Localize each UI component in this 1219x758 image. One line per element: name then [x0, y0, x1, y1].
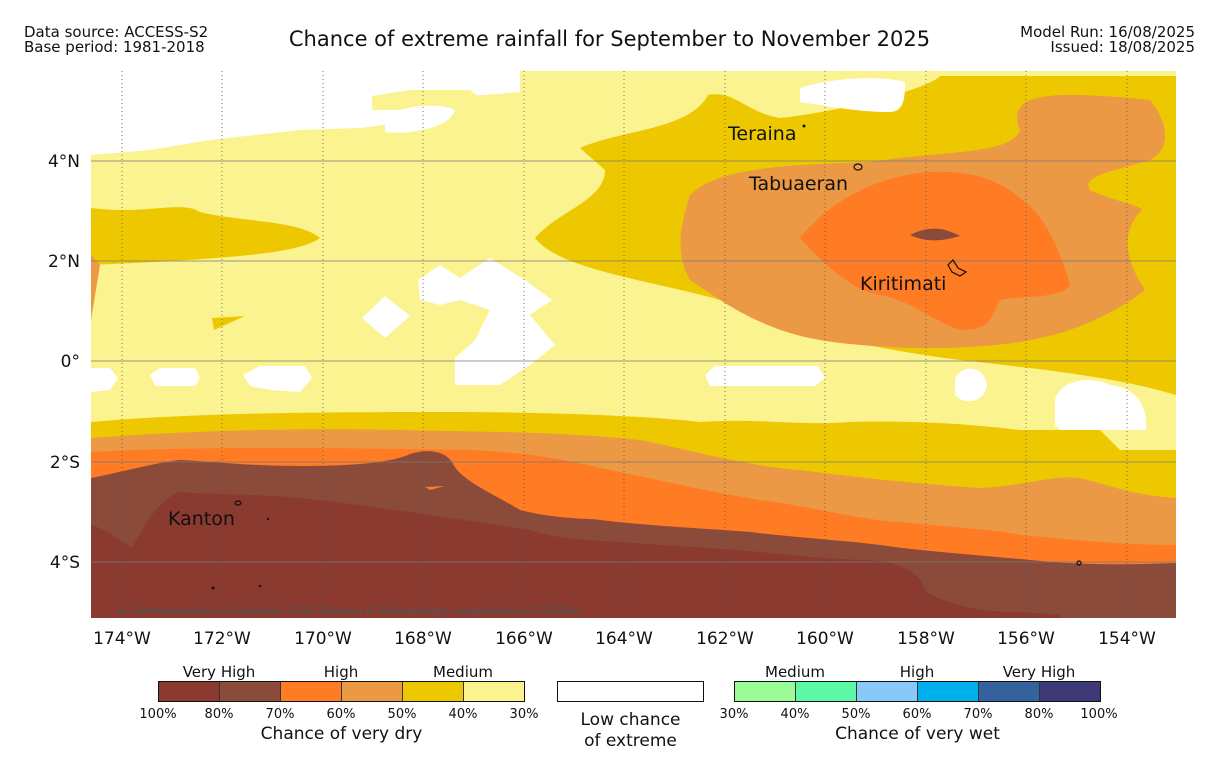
region-70-60-spot — [425, 486, 445, 490]
legend-dry-swatch — [464, 682, 524, 701]
legend-dry-caption: Chance of very dry — [260, 724, 423, 744]
copyright-text: © Commonwealth of Australia 2025, Bureau… — [117, 604, 580, 617]
region-40-30-south-edge — [1100, 430, 1176, 450]
lat-tick: 0° — [61, 352, 80, 372]
legend-dry-tick: 60% — [326, 707, 356, 722]
lat-tick: 4°S — [50, 553, 80, 573]
legend-dry-tick: 30% — [509, 707, 539, 722]
legend-dry-tick: 40% — [448, 707, 478, 722]
islet-marker-2 — [258, 584, 262, 588]
legend-wet-swatch — [918, 682, 979, 701]
legend-dry-tick: 80% — [204, 707, 234, 722]
lon-tick: 156°W — [997, 629, 1055, 649]
islet-marker-1 — [211, 586, 215, 590]
low-chance-patch-4 — [362, 296, 410, 338]
legend-dry-group-very-high: Very High — [182, 663, 256, 681]
legend-dry-swatch — [220, 682, 281, 701]
model-run-info: Model Run: 16/08/2025 Issued: 18/08/2025 — [1020, 25, 1195, 55]
kiritimati-outline — [947, 259, 968, 277]
lon-tick: 168°W — [394, 629, 452, 649]
legend-wet-group-very-high: Very High — [1002, 663, 1076, 681]
legend-low-swatch — [557, 681, 704, 702]
legend-low-caption-line1: Low chance — [580, 710, 681, 730]
model-run-text: Model Run: 16/08/2025 — [1020, 23, 1195, 41]
low-chance-patch-6 — [243, 366, 312, 392]
lon-tick: 166°W — [495, 629, 553, 649]
low-chance-patch-3 — [418, 258, 555, 385]
lon-tick: 160°W — [796, 629, 854, 649]
legend-wet-swatch — [1040, 682, 1100, 701]
legend-dry-swatch — [159, 682, 220, 701]
place-label-kanton: Kanton — [168, 508, 235, 530]
legend-dry-colorbar — [158, 681, 525, 702]
low-chance-patch-1 — [385, 105, 455, 133]
chart-title: Chance of extreme rainfall for September… — [288, 27, 931, 51]
region-60-50-edge — [91, 255, 100, 320]
island-outlines — [234, 163, 1082, 566]
legend-wet-tick: 70% — [963, 707, 993, 722]
legend-dry-tick: 100% — [139, 707, 177, 722]
lon-tick: 158°W — [897, 629, 955, 649]
place-label-kiritimati: Kiritimati — [860, 273, 946, 295]
low-gap — [372, 71, 580, 110]
teraina-marker — [802, 124, 806, 128]
legend-dry-group-medium: Medium — [433, 663, 493, 681]
region-100-80-south — [91, 492, 1060, 618]
kanton-outline — [234, 500, 242, 506]
islet-marker-3 — [266, 517, 270, 521]
low-chance-patch-7 — [91, 368, 118, 392]
low-chance-patch-5 — [150, 368, 200, 386]
legend-dry-group-high: High — [323, 663, 359, 681]
map-fill-layers — [91, 71, 1176, 618]
lat-tick: 4°N — [48, 152, 80, 172]
legend-dry-swatch — [342, 682, 403, 701]
lon-tick: 154°W — [1098, 629, 1156, 649]
legend-wet-tick: 60% — [902, 707, 932, 722]
region-50-40-spot — [212, 316, 245, 330]
lon-tick: 162°W — [696, 629, 754, 649]
legend-dry-tick: 50% — [387, 707, 417, 722]
lat-tick: 2°N — [48, 252, 80, 272]
rainfall-map: Teraina Tabuaeran Kiritimati Kanton © Co… — [48, 71, 1176, 649]
lon-tick: 164°W — [595, 629, 653, 649]
legend-wet-group-medium: Medium — [765, 663, 825, 681]
lon-tick: 170°W — [294, 629, 352, 649]
gridlines — [91, 160, 1176, 563]
legend-wet-tick: 40% — [780, 707, 810, 722]
legend-wet-tick: 100% — [1080, 707, 1118, 722]
region-70-60-core — [800, 171, 1070, 330]
legend-low-caption: Low chance of extreme — [557, 710, 704, 752]
lon-tick: 174°W — [93, 629, 151, 649]
data-source-text: Data source: ACCESS-S2 — [24, 23, 209, 41]
place-label-tabuaeran: Tabuaeran — [748, 173, 848, 195]
legend-wet-tick: 50% — [841, 707, 871, 722]
tabuaeran-outline — [853, 163, 863, 171]
legend-wet-swatch — [735, 682, 796, 701]
data-source-info: Data source: ACCESS-S2 Base period: 1981… — [24, 25, 208, 55]
legend-dry-swatch — [403, 682, 464, 701]
low-chance-patch-8 — [705, 366, 825, 386]
islet-outline — [1076, 560, 1082, 566]
low-chance-patch-2 — [800, 78, 905, 112]
legend-wet-swatch — [857, 682, 918, 701]
legend-low-caption-line2: of extreme — [584, 731, 677, 751]
legend-wet-group-high: High — [899, 663, 935, 681]
issued-text: Issued: 18/08/2025 — [1050, 38, 1195, 56]
lat-tick: 2°S — [50, 453, 80, 473]
legend-wet-colorbar — [734, 681, 1101, 702]
legend-wet-swatch — [979, 682, 1040, 701]
base-period-text: Base period: 1981-2018 — [24, 38, 205, 56]
region-80-70-core — [910, 228, 960, 241]
legend-wet-tick: 80% — [1024, 707, 1054, 722]
legend-wet-caption: Chance of very wet — [835, 724, 1000, 744]
legend-wet-tick: 30% — [719, 707, 749, 722]
lon-tick: 172°W — [193, 629, 251, 649]
low-chance-patch-10 — [1055, 380, 1147, 445]
region-50-40-west — [91, 207, 320, 265]
legend-dry-swatch — [281, 682, 342, 701]
legend-dry-tick: 70% — [265, 707, 295, 722]
place-label-teraina: Teraina — [727, 123, 797, 145]
low-chance-patch-9 — [955, 368, 987, 402]
legend-wet-swatch — [796, 682, 857, 701]
